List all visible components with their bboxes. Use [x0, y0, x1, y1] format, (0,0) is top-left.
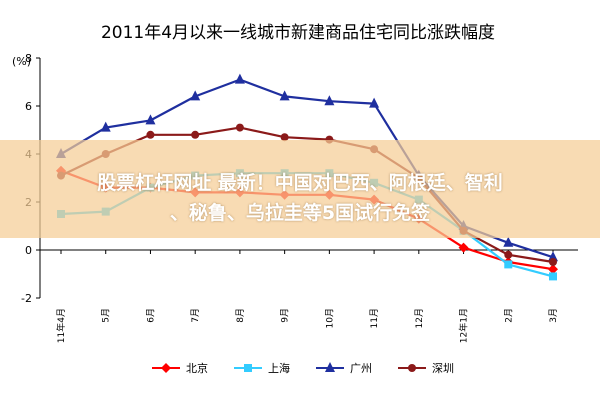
legend-swatch-marker	[408, 364, 416, 372]
legend-item: 广州	[316, 362, 372, 375]
x-tick-label: 10月	[324, 308, 335, 328]
legend-item: 深圳	[398, 362, 454, 375]
data-point	[235, 123, 244, 132]
data-point	[279, 90, 290, 101]
data-point	[549, 258, 557, 266]
data-point	[504, 260, 513, 269]
x-tick-label: 12月	[414, 308, 425, 328]
y-tick-label: 8	[25, 52, 32, 65]
legend-swatch-marker	[325, 362, 335, 372]
overlay-banner-text: 股票杠杆网址 最新！中国对巴西、阿根廷、智利 、秘鲁、乌拉圭等5国试行免签	[0, 168, 600, 228]
x-tick-label: 12年1月	[458, 308, 470, 343]
legend-swatch-marker	[244, 364, 252, 372]
x-tick-label: 9月	[280, 308, 291, 323]
x-tick-label: 6月	[145, 308, 156, 323]
y-axis-unit: (%)	[12, 55, 31, 68]
data-point	[234, 73, 245, 84]
data-point	[191, 130, 200, 139]
data-point	[548, 251, 558, 262]
data-point	[504, 250, 513, 259]
data-point	[369, 97, 380, 108]
data-point	[280, 133, 289, 142]
x-tick-label: 5月	[101, 308, 112, 323]
legend-label: 广州	[350, 362, 372, 375]
x-tick-label: 2月	[503, 308, 514, 323]
x-tick-label: 11月	[369, 308, 380, 328]
legend: 北京 上海 广州 深圳	[152, 361, 454, 375]
legend-swatch-marker	[161, 363, 171, 373]
y-tick-label: 0	[25, 244, 32, 257]
legend-item: 上海	[234, 361, 290, 375]
x-tick-label: 8月	[235, 308, 246, 323]
data-point	[190, 90, 201, 101]
data-point	[145, 114, 156, 125]
chart-title: 2011年4月以来一线城市新建商品住宅同比涨跌幅度	[101, 23, 495, 43]
legend-label: 深圳	[432, 362, 454, 375]
overlay-banner-line-2: 、秘鲁、乌拉圭等5国试行免签	[169, 202, 431, 224]
data-point	[146, 130, 155, 139]
overlay-banner	[0, 140, 600, 238]
x-tick-label: 11年4月	[55, 308, 67, 343]
x-tick-label: 3月	[548, 308, 559, 323]
data-point	[458, 242, 469, 253]
data-point	[324, 95, 335, 106]
data-point	[100, 121, 111, 132]
x-tick-label: 7月	[190, 308, 201, 323]
legend-label: 北京	[186, 361, 208, 375]
data-point	[548, 264, 558, 275]
data-point	[503, 236, 514, 247]
y-tick-label: -2	[21, 292, 32, 305]
legend-label: 上海	[268, 361, 290, 375]
overlay-banner-line-1: 股票杠杆网址 最新！中国对巴西、阿根廷、智利	[97, 172, 503, 194]
y-tick-label: 6	[25, 100, 32, 113]
data-point	[549, 272, 557, 281]
legend-item: 北京	[152, 361, 208, 375]
